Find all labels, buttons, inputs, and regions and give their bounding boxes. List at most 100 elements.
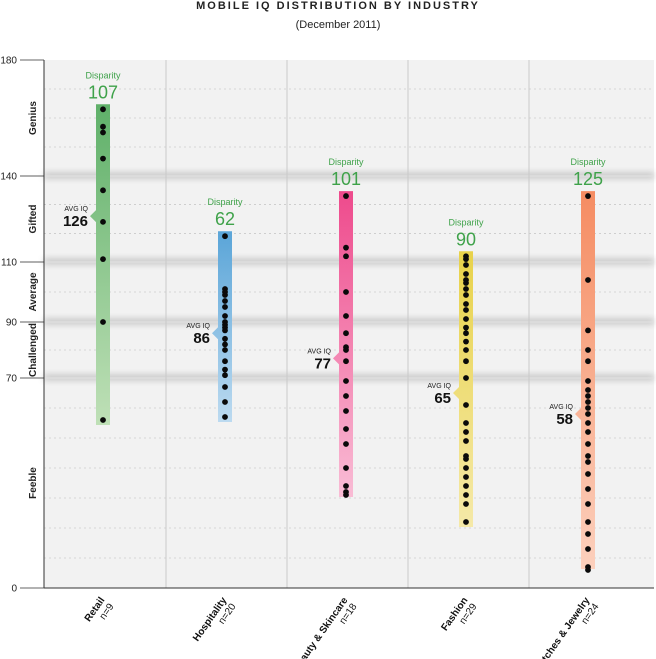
chart-title: MOBILE IQ DISTRIBUTION BY INDUSTRY bbox=[196, 0, 480, 12]
disparity-value: 62 bbox=[215, 209, 235, 229]
data-point bbox=[343, 358, 349, 365]
data-point bbox=[463, 301, 469, 307]
data-point bbox=[343, 441, 349, 447]
data-point bbox=[222, 384, 228, 390]
data-point bbox=[222, 372, 228, 379]
data-point bbox=[463, 501, 469, 507]
data-point bbox=[343, 193, 349, 199]
disparity-label: Disparity bbox=[207, 197, 243, 207]
data-point bbox=[222, 414, 228, 420]
data-point bbox=[343, 313, 349, 319]
data-point bbox=[343, 347, 349, 353]
data-point bbox=[585, 378, 591, 384]
y-tick-label: 140 bbox=[0, 172, 17, 183]
data-point bbox=[585, 429, 591, 435]
disparity-value: 107 bbox=[88, 82, 118, 102]
data-point bbox=[585, 193, 591, 199]
data-point bbox=[100, 218, 106, 225]
data-point bbox=[585, 405, 591, 411]
data-point bbox=[343, 426, 349, 432]
data-point bbox=[463, 262, 469, 268]
data-point bbox=[463, 375, 469, 381]
avg-iq-label: AVG IQ bbox=[549, 404, 573, 411]
data-point bbox=[100, 187, 106, 194]
data-point bbox=[585, 567, 591, 573]
data-point bbox=[222, 347, 228, 353]
disparity-label: Disparity bbox=[328, 157, 364, 167]
avg-iq-value: 65 bbox=[434, 390, 451, 407]
data-point bbox=[463, 519, 469, 525]
data-point bbox=[463, 292, 469, 298]
data-point bbox=[585, 519, 591, 525]
band-backgrounds bbox=[20, 60, 654, 588]
y-tick-label: 90 bbox=[6, 318, 18, 329]
data-point bbox=[100, 123, 106, 130]
y-tick-label: 0 bbox=[11, 584, 17, 595]
avg-iq-label: AVG IQ bbox=[427, 383, 451, 390]
y-tick-label: 110 bbox=[1, 258, 17, 269]
data-point bbox=[222, 358, 228, 365]
data-point bbox=[343, 465, 349, 471]
data-point bbox=[222, 399, 228, 405]
chart-subtitle: (December 2011) bbox=[296, 19, 381, 31]
data-point bbox=[222, 292, 228, 298]
data-point bbox=[222, 298, 228, 304]
data-point bbox=[463, 330, 469, 337]
data-point bbox=[343, 378, 349, 384]
band-label-gifted: Gifted bbox=[28, 205, 39, 234]
data-point bbox=[463, 347, 469, 353]
data-point bbox=[585, 347, 591, 353]
data-point bbox=[585, 453, 591, 459]
data-point bbox=[222, 327, 228, 334]
data-point bbox=[100, 106, 106, 113]
data-point bbox=[585, 411, 591, 417]
data-point bbox=[222, 366, 228, 373]
data-point bbox=[100, 129, 106, 136]
avg-iq-label: AVG IQ bbox=[186, 323, 210, 330]
band-label-challenged: Challenged bbox=[28, 323, 39, 377]
data-point bbox=[463, 358, 469, 365]
data-point bbox=[463, 307, 469, 313]
data-point bbox=[343, 483, 349, 489]
data-point bbox=[222, 304, 228, 310]
data-point bbox=[463, 429, 469, 435]
data-point bbox=[222, 233, 228, 240]
data-point bbox=[343, 492, 349, 498]
y-tick-label: 180 bbox=[0, 56, 17, 67]
data-point bbox=[222, 313, 228, 319]
data-point bbox=[343, 408, 349, 414]
disparity-label: Disparity bbox=[85, 70, 121, 80]
data-point bbox=[100, 417, 106, 423]
category-label: Watches & Jewelry bbox=[532, 595, 593, 659]
data-point bbox=[463, 492, 469, 498]
data-point bbox=[585, 459, 591, 465]
band-label-genius: Genius bbox=[28, 101, 39, 135]
avg-iq-label: AVG IQ bbox=[307, 348, 331, 355]
data-point bbox=[100, 319, 106, 325]
data-point bbox=[585, 387, 591, 393]
disparity-label: Disparity bbox=[448, 217, 484, 227]
data-point bbox=[585, 277, 591, 283]
data-point bbox=[343, 244, 349, 251]
data-point bbox=[585, 546, 591, 552]
avg-iq-value: 126 bbox=[63, 213, 88, 230]
disparity-value: 90 bbox=[456, 229, 476, 249]
data-point bbox=[463, 324, 469, 331]
data-point bbox=[343, 289, 349, 295]
data-point bbox=[343, 253, 349, 260]
data-point bbox=[463, 316, 469, 322]
data-point bbox=[463, 456, 469, 462]
data-point bbox=[100, 256, 106, 263]
band-label-average: Average bbox=[28, 272, 39, 312]
data-point bbox=[343, 393, 349, 399]
category-label: Beauty & Skincare bbox=[291, 595, 351, 659]
band-label-feeble: Feeble bbox=[28, 467, 39, 499]
range-bar-retail bbox=[90, 104, 110, 426]
